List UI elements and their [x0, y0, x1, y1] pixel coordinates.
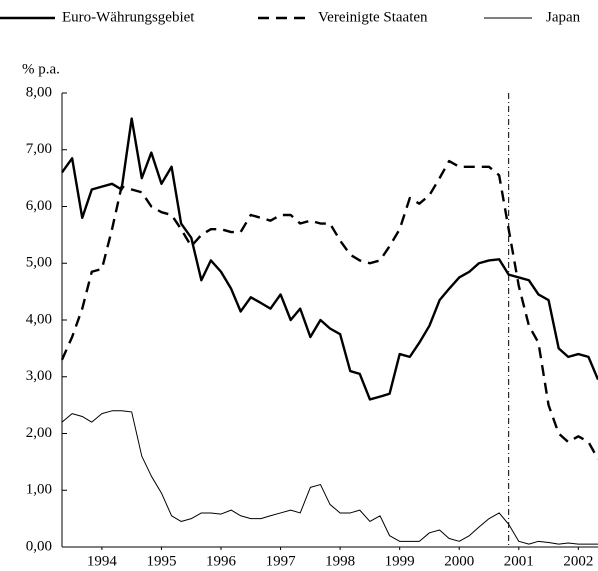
x-tick-label: 1999	[385, 553, 415, 569]
legend-label: Vereinigte Staaten	[318, 9, 428, 25]
x-tick-label: 1995	[146, 553, 176, 569]
x-tick-label: 1998	[325, 553, 355, 569]
legend-label: Japan	[546, 9, 581, 25]
y-tick-label: 7,00	[26, 141, 52, 157]
x-tick-label: 2001	[504, 553, 534, 569]
x-tick-label: 2000	[444, 553, 474, 569]
x-tick-label: 1994	[87, 553, 118, 569]
y-tick-label: 3,00	[26, 368, 52, 384]
x-tick-label: 2002	[563, 553, 593, 569]
series-line	[61, 117, 598, 401]
series-line	[61, 410, 598, 545]
y-tick-label: 8,00	[26, 84, 52, 100]
y-tick-label: 1,00	[26, 482, 52, 498]
x-tick-label: 1996	[206, 553, 237, 569]
y-tick-label: 4,00	[26, 311, 52, 327]
y-tick-label: 0,00	[26, 538, 52, 554]
legend-label: Euro-Währungsgebiet	[62, 9, 195, 25]
y-tick-label: 2,00	[26, 425, 52, 441]
y-axis-label: % p.a.	[22, 61, 60, 77]
series-line	[60, 159, 598, 460]
y-tick-label: 6,00	[26, 198, 52, 214]
x-tick-label: 1997	[266, 553, 297, 569]
y-tick-label: 5,00	[26, 255, 52, 271]
